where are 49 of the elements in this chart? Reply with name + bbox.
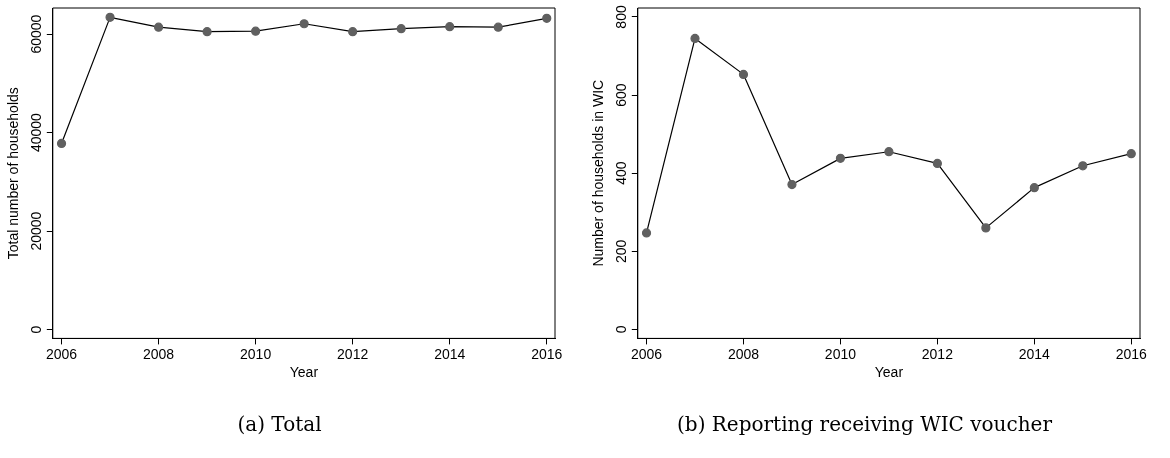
text: (a) Total bbox=[237, 412, 322, 437]
x-tick-label: 2016 bbox=[1115, 345, 1148, 362]
point bbox=[202, 27, 212, 37]
y-tick-label: 0 bbox=[612, 325, 629, 334]
point bbox=[835, 153, 846, 163]
point bbox=[56, 138, 67, 149]
x-tick-label: 2008 bbox=[143, 345, 175, 362]
point bbox=[348, 27, 358, 37]
point bbox=[105, 12, 115, 22]
point bbox=[251, 26, 261, 36]
y-tick-label: 40000 bbox=[27, 112, 44, 153]
x-tick-label: 2014 bbox=[1018, 345, 1051, 362]
point bbox=[981, 223, 991, 233]
y-tick-label: 60000 bbox=[27, 14, 44, 54]
point bbox=[1126, 149, 1136, 159]
x-tick-label: 2012 bbox=[337, 345, 369, 362]
point bbox=[738, 69, 749, 79]
x-tick-label: 2010 bbox=[240, 345, 272, 362]
point bbox=[641, 228, 652, 238]
x-tick-label: 2014 bbox=[434, 345, 466, 362]
x-tick-label: 2016 bbox=[531, 345, 563, 362]
point bbox=[884, 147, 894, 157]
y-axis-title: Total number of households bbox=[5, 87, 22, 260]
x-tick-label: 2006 bbox=[630, 345, 663, 362]
point bbox=[932, 158, 942, 169]
point bbox=[787, 179, 797, 190]
x-tick-label: 2008 bbox=[727, 345, 760, 362]
x-axis-title: Year bbox=[289, 364, 319, 381]
text: (b) Reporting receiving WIC voucher bbox=[677, 412, 1053, 437]
y-tick-label: 20000 bbox=[27, 211, 44, 251]
point bbox=[445, 22, 455, 32]
point bbox=[396, 24, 406, 34]
x-tick-label: 2012 bbox=[921, 345, 954, 362]
x-tick-label: 2010 bbox=[824, 345, 857, 362]
point bbox=[493, 22, 503, 32]
y-tick-label: 400 bbox=[612, 161, 629, 185]
x-tick-label: 2006 bbox=[45, 345, 78, 362]
point bbox=[1029, 183, 1039, 193]
y-tick-label: 800 bbox=[612, 5, 629, 29]
point bbox=[1078, 161, 1088, 171]
y-axis-title: Number of households in WIC bbox=[590, 79, 607, 267]
y-tick-label: 600 bbox=[612, 83, 629, 107]
x-axis-title: Year bbox=[874, 364, 904, 381]
point bbox=[153, 22, 164, 32]
y-tick-label: 200 bbox=[612, 239, 629, 263]
point bbox=[542, 13, 552, 23]
point bbox=[690, 33, 700, 44]
y-tick-label: 0 bbox=[27, 325, 44, 334]
point bbox=[299, 19, 309, 29]
